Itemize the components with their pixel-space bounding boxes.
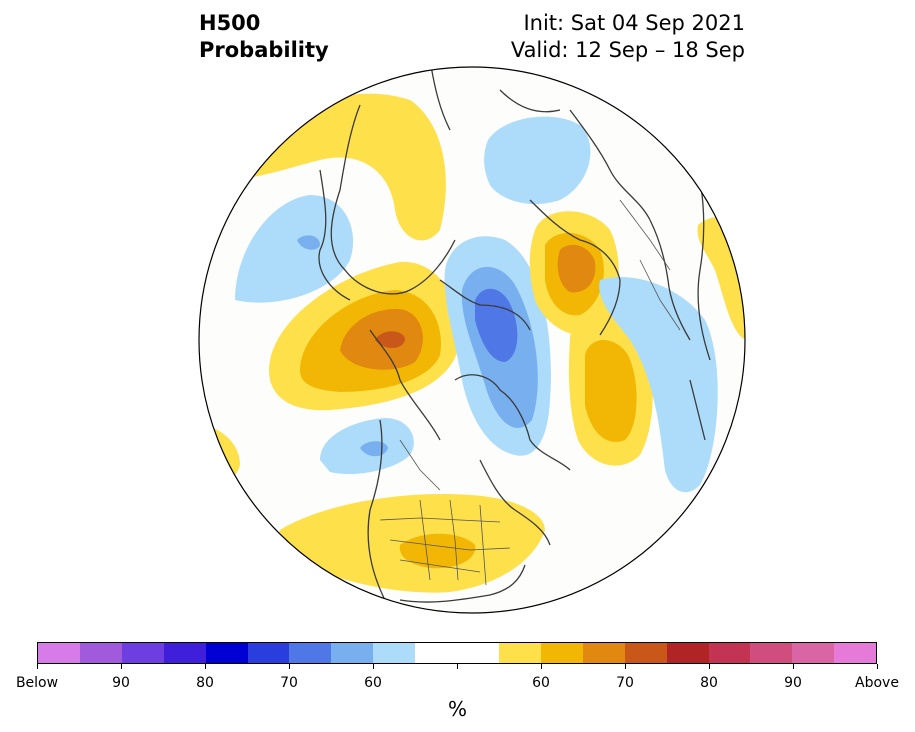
colorbar-tick-mark <box>793 664 794 669</box>
colorbar-tick-mark <box>205 664 206 669</box>
colorbar-swatch <box>792 643 835 663</box>
valid-range: Valid: 12 Sep – 18 Sep <box>510 38 745 62</box>
colorbar-tick-label: 60 <box>364 675 382 691</box>
colorbar <box>37 642 877 664</box>
anomaly-below-west-core <box>297 235 320 250</box>
colorbar-tick-label: 80 <box>196 675 214 691</box>
colorbar-swatch <box>205 643 248 663</box>
colorbar-tick-mark <box>121 664 122 669</box>
colorbar-tick-mark <box>709 664 710 669</box>
colorbar-swatch <box>457 643 499 663</box>
colorbar-swatch <box>624 643 667 663</box>
colorbar-tick-mark <box>37 664 38 669</box>
globe-outline <box>198 66 746 614</box>
title-left: H500 Probability <box>199 10 329 64</box>
title-right: Init: Sat 04 Sep 2021 Valid: 12 Sep – 18… <box>511 10 745 64</box>
colorbar-swatch <box>247 643 290 663</box>
anomaly-below-east <box>599 276 718 493</box>
colorbar-swatch <box>373 643 416 663</box>
anomaly-above-siberia-dark <box>557 244 596 293</box>
colorbar-unit: % <box>447 697 467 721</box>
colorbar-swatch <box>38 643 80 663</box>
colorbar-tick-mark <box>289 664 290 669</box>
anomaly-below-pacific-core <box>360 441 388 457</box>
init-date: Init: Sat 04 Sep 2021 <box>523 11 745 35</box>
title-line-1: H500 <box>199 11 261 35</box>
anomaly-above-east-med <box>585 340 637 442</box>
colorbar-swatch <box>582 643 625 663</box>
colorbar-tick-mark <box>457 664 458 669</box>
colorbar-tick-label: 60 <box>532 675 550 691</box>
colorbar-tick-label: Above <box>855 675 899 691</box>
colorbar-tick-mark <box>877 664 878 669</box>
colorbar-tick-labels: Below 90 80 70 60 60 70 80 90 Above <box>0 675 915 693</box>
colorbar-swatch <box>498 643 541 663</box>
anomaly-above-canada-core <box>375 331 405 349</box>
colorbar-tick-label: 70 <box>616 675 634 691</box>
colorbar-swatch <box>331 643 374 663</box>
colorbar-swatch <box>121 643 164 663</box>
anomaly-below-north <box>484 116 591 205</box>
anomaly-below-arctic-dark <box>475 288 518 362</box>
polar-map <box>198 66 746 614</box>
colorbar-swatch <box>750 643 793 663</box>
colorbar-swatch <box>708 643 751 663</box>
colorbar-tick-mark <box>373 664 374 669</box>
colorbar-tick-label: 90 <box>784 675 802 691</box>
colorbar-swatch <box>289 643 332 663</box>
colorbar-swatch <box>79 643 122 663</box>
colorbar-tick-label: 90 <box>112 675 130 691</box>
colorbar-tick-mark <box>541 664 542 669</box>
colorbar-swatch <box>415 643 458 663</box>
title-line-2: Probability <box>199 38 329 62</box>
colorbar-swatch <box>540 643 583 663</box>
colorbar-tick-label: Below <box>15 675 59 691</box>
colorbar-swatch <box>666 643 709 663</box>
colorbar-tick-label: 70 <box>280 675 298 691</box>
colorbar-swatch <box>834 643 877 663</box>
colorbar-tick-label: 80 <box>700 675 718 691</box>
colorbar-swatch <box>163 643 206 663</box>
colorbar-tick-mark <box>625 664 626 669</box>
